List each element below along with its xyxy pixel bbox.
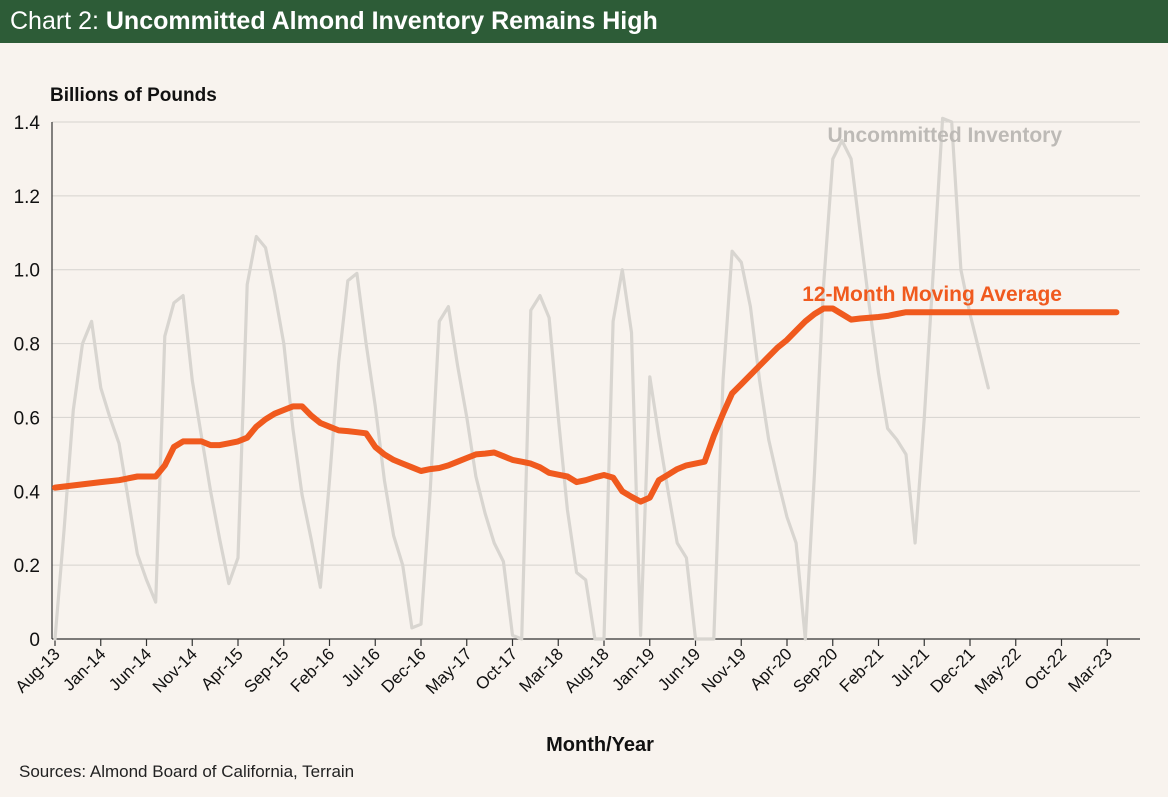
x-tick-label: Nov-14	[149, 644, 201, 696]
x-tick-label: Jun-19	[654, 644, 704, 694]
x-tick-label: May-17	[422, 644, 476, 698]
x-tick-label: Jun-14	[105, 644, 155, 694]
x-tick-label: Jan-14	[59, 644, 109, 694]
x-tick-label: Feb-21	[836, 644, 888, 696]
inventory-line-chart: 0 0.2 0.4 0.6 0.8 1.0 1.2 1.4 Aug-13Jan-14Jun-14…	[12, 85, 1140, 756]
chart-title: Chart 2: Uncommitted Almond Inventory Re…	[0, 0, 658, 43]
y-tick-label: 0.4	[14, 482, 41, 503]
chart-labels: Billions of Pounds Month/Year Uncommitte…	[50, 85, 1062, 756]
chart-header: Chart 2: Uncommitted Almond Inventory Re…	[0, 0, 1168, 43]
x-tick-label: Sep-15	[240, 644, 292, 696]
x-tick-label: Apr-15	[197, 644, 247, 694]
y-tick-label: 0.8	[14, 335, 40, 356]
chart-title-prefix: Chart 2:	[10, 7, 106, 35]
x-tick-label: Oct-22	[1021, 644, 1071, 694]
x-tick-label: Mar-18	[516, 644, 568, 696]
y-tick-label: 1.2	[14, 187, 40, 208]
x-tick-label: Nov-19	[698, 644, 750, 696]
axes: 0 0.2 0.4 0.6 0.8 1.0 1.2 1.4 Aug-13Jan-14Jun-14…	[12, 113, 1140, 698]
x-tick-label: Oct-17	[472, 644, 522, 694]
y-tick-label: 1.4	[14, 113, 41, 134]
x-tick-label: Apr-20	[746, 644, 796, 694]
x-tick-label: Jan-19	[608, 644, 658, 694]
y-tick-label: 0.2	[14, 556, 40, 577]
x-tick-label: Aug-18	[561, 644, 613, 696]
series-line-moving-average	[52, 305, 1120, 505]
y-tick-label: 1.0	[14, 261, 40, 282]
y-tick-label: 0	[29, 630, 40, 651]
y-tick-label: 0.6	[14, 408, 40, 429]
x-tick-label: May-22	[971, 644, 1025, 698]
x-tick-label: Sep-20	[789, 644, 841, 696]
series-lines	[52, 116, 1120, 641]
x-tick-label: Aug-13	[12, 644, 64, 696]
series-label-uncommitted-inventory: Uncommitted Inventory	[827, 124, 1062, 147]
x-tick-label: Dec-16	[378, 644, 430, 696]
series-line-uncommitted-inventory	[53, 116, 990, 641]
source-note: Sources: Almond Board of California, Ter…	[19, 762, 355, 781]
x-axis-label: Month/Year	[546, 734, 654, 756]
x-tick-label: Mar-23	[1065, 644, 1117, 696]
y-axis-label: Billions of Pounds	[50, 85, 217, 106]
chart-title-main: Uncommitted Almond Inventory Remains Hig…	[105, 7, 658, 35]
x-tick-label: Dec-21	[927, 644, 979, 696]
gridlines	[52, 121, 1140, 566]
x-tick-label: Feb-16	[287, 644, 339, 696]
series-label-moving-average: 12-Month Moving Average	[802, 283, 1062, 306]
